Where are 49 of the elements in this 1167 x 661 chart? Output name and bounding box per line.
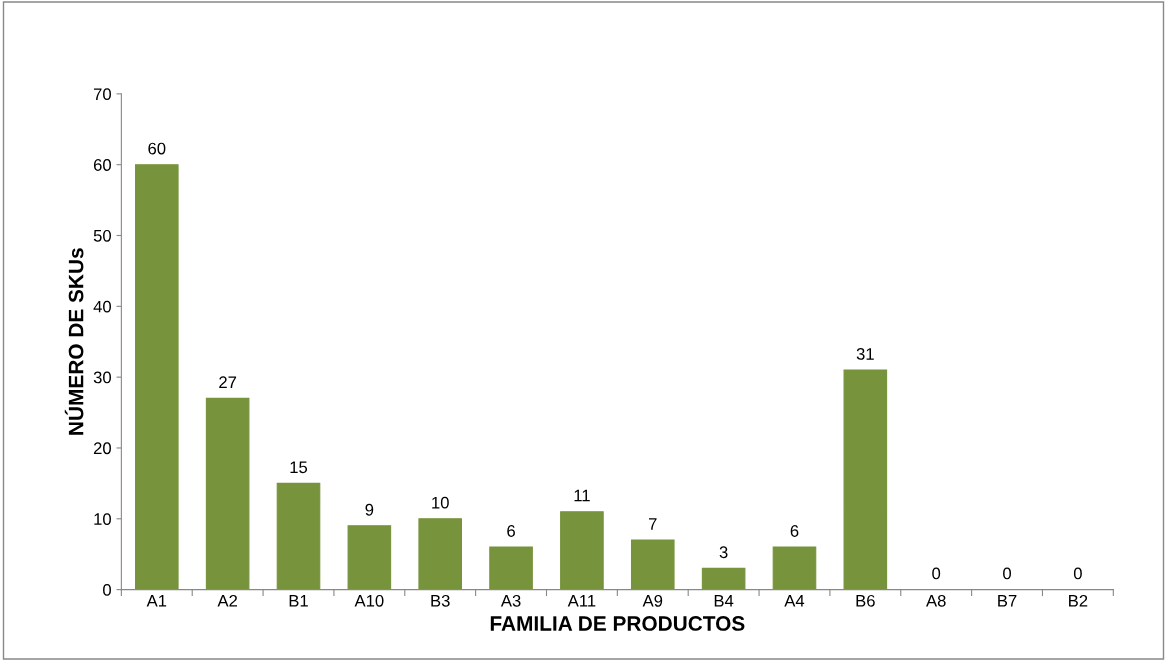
- y-tick-label: 50: [93, 229, 111, 242]
- bar: [560, 511, 604, 590]
- x-tick-label: A8: [926, 594, 946, 607]
- data-label: 0: [1003, 567, 1012, 580]
- data-label: 60: [148, 142, 166, 155]
- y-tick-label: 10: [94, 513, 111, 525]
- data-label: 0: [1073, 567, 1082, 580]
- x-tick-label: A3: [500, 594, 521, 607]
- data-label: 10: [432, 496, 449, 509]
- x-tick-label: A4: [784, 595, 805, 607]
- bar: [134, 164, 179, 590]
- bar: [418, 518, 463, 590]
- x-tick-label: A2: [217, 594, 237, 607]
- bar: [489, 546, 533, 590]
- x-tick-label: A9: [642, 594, 663, 607]
- y-tick-label: 0: [103, 584, 111, 596]
- y-tick-label: 20: [93, 442, 111, 455]
- bar: [347, 525, 392, 590]
- data-label: 9: [365, 503, 374, 516]
- bar: [772, 546, 817, 590]
- x-tick-label: B7: [998, 595, 1017, 607]
- x-tick-label: B6: [856, 594, 875, 607]
- y-tick-label: 30: [93, 371, 111, 384]
- bar: [276, 482, 321, 590]
- y-tick-label: 60: [93, 159, 111, 171]
- data-label: 15: [290, 461, 308, 474]
- x-tick-label: A1: [146, 595, 167, 607]
- data-label: 0: [932, 567, 941, 580]
- x-tick-label: A11: [567, 595, 596, 607]
- data-label: 3: [719, 546, 728, 559]
- data-label: 27: [219, 376, 237, 388]
- bar: [843, 369, 888, 590]
- x-tick-label: B3: [431, 594, 450, 607]
- y-axis-title: NÚMERO DE SKUs: [64, 248, 84, 435]
- data-label: 7: [648, 518, 657, 530]
- x-tick-label: B1: [289, 595, 308, 607]
- x-tick-label: A10: [354, 594, 384, 607]
- y-tick-label: 70: [93, 88, 111, 101]
- data-label: 6: [790, 525, 799, 537]
- y-tick-label: 40: [93, 300, 111, 313]
- bar: [630, 539, 675, 590]
- data-label: 11: [574, 489, 590, 502]
- data-label: 6: [507, 525, 515, 537]
- x-tick-label: B4: [714, 595, 734, 607]
- bar: [701, 567, 746, 590]
- bar: [205, 397, 250, 590]
- data-label: 31: [856, 348, 874, 360]
- x-tick-label: B2: [1069, 594, 1088, 607]
- x-axis-title: FAMILIA DE PRODUCTOS: [490, 616, 745, 631]
